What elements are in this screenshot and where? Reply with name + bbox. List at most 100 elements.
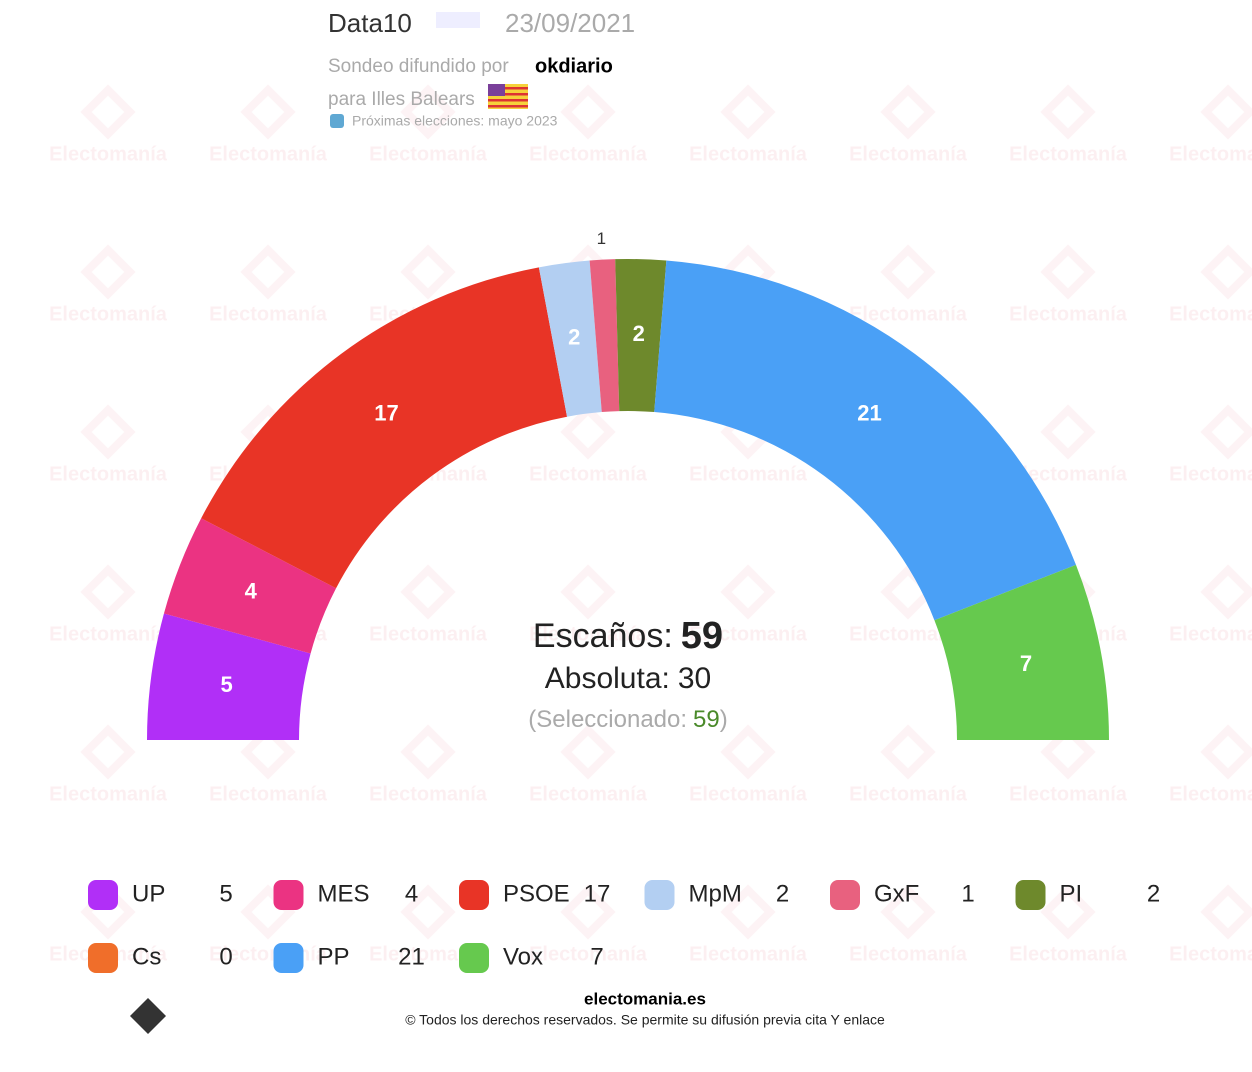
majority-value: 30: [678, 662, 711, 695]
legend-value: 2: [776, 880, 789, 907]
selected-close: ): [720, 706, 728, 733]
seat-label: 17: [374, 401, 398, 426]
seats-total: 59: [681, 615, 723, 657]
watermark-icon: [560, 404, 616, 460]
watermark-text: Electomanía: [849, 783, 968, 805]
watermark-text: Electomanía: [369, 783, 488, 805]
watermark-text: Electomanía: [529, 783, 648, 805]
watermark-text: Electomanía: [49, 303, 168, 325]
watermark-icon: [880, 244, 936, 300]
footer-logo: [130, 998, 166, 1034]
watermark-icon: [1200, 884, 1252, 940]
legend-name: GxF: [874, 880, 919, 907]
watermark-icon: [1040, 244, 1096, 300]
watermark-text: Electomanía: [209, 783, 328, 805]
watermark-icon: [400, 244, 456, 300]
watermark-text: Electomanía: [689, 943, 808, 965]
legend-value: 17: [584, 880, 611, 907]
legend-icon: [88, 943, 118, 973]
watermark-text: Electomanía: [529, 143, 648, 165]
majority-line: Absoluta: 30: [545, 662, 711, 695]
watermark-text: Electomanía: [1169, 303, 1252, 325]
watermark-text: Electomanía: [209, 143, 328, 165]
legend-icon: [273, 943, 304, 973]
publisher: okdiario: [535, 55, 613, 77]
legend-name: MpM: [689, 880, 742, 907]
pollster: Data10: [328, 8, 412, 38]
seat-label: 5: [220, 672, 232, 697]
legend-value: 4: [405, 880, 418, 907]
seat-segment: [201, 267, 568, 589]
legend-name: Cs: [132, 943, 161, 970]
seat-label: 7: [1020, 651, 1032, 676]
watermark-icon: [80, 564, 136, 620]
watermark-icon: [560, 564, 616, 620]
watermark-icon: [400, 884, 456, 940]
watermark-icon: [400, 84, 456, 140]
flag: [488, 84, 528, 109]
watermark-icon: [240, 84, 296, 140]
legend-icon: [88, 880, 118, 910]
seat-label: 21: [857, 401, 881, 426]
watermark-text: Electomanía: [1169, 623, 1252, 645]
watermark-icon: [1200, 404, 1252, 460]
watermark-icon: [240, 244, 296, 300]
legend-icon: [830, 880, 860, 910]
watermark-icon: [80, 404, 136, 460]
date: 23/09/2021: [505, 8, 635, 38]
watermark-text: Electomanía: [369, 623, 488, 645]
watermark-icon: [1200, 244, 1252, 300]
legend-icon: [459, 880, 489, 910]
seat-segment: [615, 259, 667, 413]
watermark-icon: [720, 724, 776, 780]
watermark-text: Electomanía: [689, 143, 808, 165]
legend-value: 2: [1147, 880, 1160, 907]
watermark-icon: [1200, 564, 1252, 620]
watermark-icon: [1200, 724, 1252, 780]
watermark-icon: [1040, 84, 1096, 140]
seat-segment: [538, 260, 602, 417]
watermark-text: Electomanía: [849, 303, 968, 325]
legend-name: PI: [1060, 880, 1083, 907]
seats-label: Escaños:: [533, 617, 673, 655]
published-label: Sondeo difundido por: [328, 56, 509, 77]
watermark-icon: [1200, 84, 1252, 140]
watermark-text: Electomanía: [1009, 783, 1128, 805]
watermark-text: Electomanía: [689, 623, 808, 645]
watermark-text: Electomanía: [529, 943, 648, 965]
watermark-icon: [720, 564, 776, 620]
watermark-text: Electomanía: [369, 943, 488, 965]
seat-segment: [654, 260, 1076, 621]
watermark-layer: Electomanía Electomanía Electomanía Electom…: [49, 84, 1252, 965]
watermark-text: Electomanía: [689, 783, 808, 805]
selected-value: 59: [693, 706, 720, 733]
watermark-icon: [560, 724, 616, 780]
seat-label: 2: [568, 324, 580, 349]
watermark-icon: [720, 84, 776, 140]
legend-name: PP: [318, 943, 350, 970]
legend-name: MES: [318, 880, 370, 907]
selected-label: (Seleccionado:: [528, 706, 687, 733]
majority-label: Absoluta:: [545, 662, 670, 695]
watermark-text: Electomanía: [849, 943, 968, 965]
seats-line: Escaños: 59: [533, 615, 723, 657]
watermark-icon: [240, 724, 296, 780]
seat-segment: [934, 564, 1109, 740]
watermark-text: Electomanía: [49, 623, 168, 645]
region: para Illes Balears: [328, 89, 475, 110]
selected-line: (Seleccionado: 59): [528, 706, 727, 733]
watermark-text: Electomanía: [49, 463, 168, 485]
watermark-icon: [1040, 884, 1096, 940]
legend-value: 0: [219, 943, 232, 970]
watermark-icon: [720, 884, 776, 940]
seat-label: 2: [633, 321, 645, 346]
watermark-text: Electomanía: [1169, 783, 1252, 805]
watermark-text: Electomanía: [209, 303, 328, 325]
watermark-icon: [560, 84, 616, 140]
watermark-icon: [400, 564, 456, 620]
legend-value: 21: [398, 943, 425, 970]
footer-rights: © Todos los derechos reservados. Se perm…: [405, 1012, 885, 1028]
watermark-text: Electomanía: [689, 463, 808, 485]
